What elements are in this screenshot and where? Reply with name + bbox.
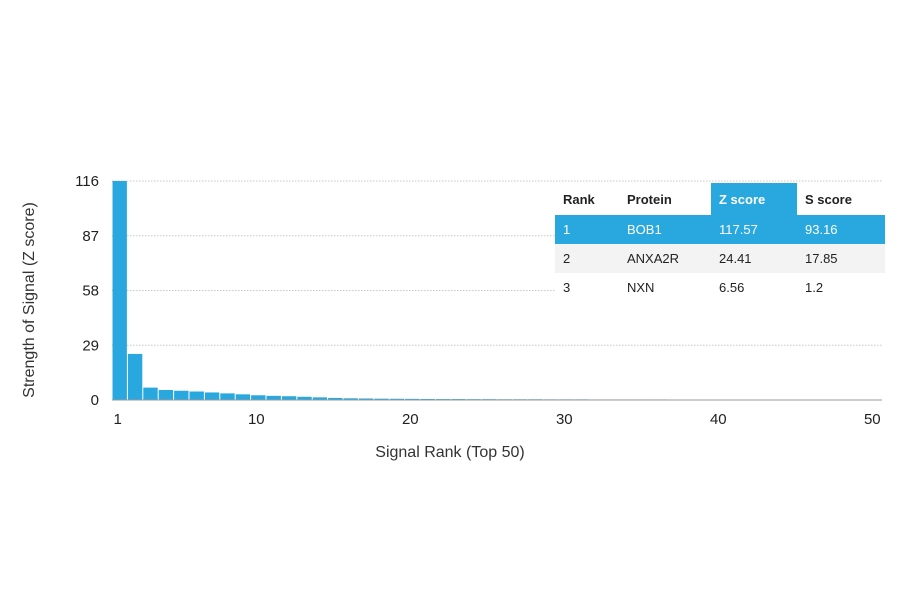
x-tick-label: 40 <box>710 411 727 428</box>
cell-rank: 3 <box>563 280 571 295</box>
y-axis-title: Strength of Signal (Z score) <box>21 202 38 398</box>
bar <box>189 391 204 400</box>
header-rank: Rank <box>563 191 595 207</box>
bar <box>420 398 435 400</box>
header-z-score: Z score <box>711 183 797 215</box>
bar <box>328 397 343 400</box>
bar <box>266 395 281 400</box>
x-tick-labels: 1 10 20 30 40 50 <box>114 411 881 428</box>
x-tick-label: 30 <box>556 411 573 428</box>
table-row: 1 BOB1 117.57 93.16 <box>555 215 885 244</box>
cell-rank: 1 <box>555 215 619 244</box>
x-tick-label: 10 <box>248 411 265 428</box>
x-tick-label: 20 <box>402 411 419 428</box>
cell-z-score: 24.41 <box>711 244 797 273</box>
x-tick-label: 1 <box>114 411 122 428</box>
bar <box>127 353 143 400</box>
header-s-score: S score <box>805 191 852 207</box>
table-header-row: Rank Protein Z score S score <box>555 183 885 215</box>
bar <box>389 398 405 400</box>
cell-protein: BOB1 <box>619 215 711 244</box>
bar <box>158 389 174 400</box>
bar <box>297 396 312 400</box>
y-tick-label: 116 <box>75 173 99 190</box>
bar <box>251 395 266 400</box>
y-tick-labels: 0 29 58 87 116 <box>75 173 99 409</box>
bar <box>312 397 328 400</box>
bar <box>374 398 389 400</box>
bar <box>174 390 189 400</box>
cell-z-score: 117.57 <box>711 215 797 244</box>
cell-protein: ANXA2R <box>619 244 711 273</box>
bar <box>143 387 158 400</box>
gridlines <box>112 180 882 346</box>
x-axis-title: Signal Rank (Top 50) <box>375 444 524 461</box>
bar <box>235 394 251 400</box>
cell-protein: NXN <box>627 280 655 295</box>
bar <box>343 398 358 400</box>
bar <box>358 398 374 400</box>
y-tick-label: 29 <box>82 337 99 354</box>
y-tick-label: 87 <box>82 228 99 245</box>
x-tick-label: 50 <box>864 411 881 428</box>
bar <box>405 398 420 400</box>
bar <box>204 392 220 400</box>
cell-s-score: 1.2 <box>805 280 824 295</box>
y-tick-label: 0 <box>91 392 99 409</box>
cell-s-score: 93.16 <box>797 215 885 244</box>
bar <box>112 181 127 400</box>
bar <box>281 396 297 400</box>
cell-rank: 2 <box>555 244 619 273</box>
table-row: 3 NXN 6.56 1.2 <box>555 273 885 302</box>
cell-s-score: 17.85 <box>797 244 885 273</box>
top-proteins-table: Rank Protein Z score S score 1 BOB1 117.… <box>555 183 885 302</box>
cell-z-score: 6.56 <box>719 280 745 295</box>
table-row: 2 ANXA2R 24.41 17.85 <box>555 244 885 273</box>
header-protein: Protein <box>627 191 672 207</box>
bar <box>220 393 235 400</box>
y-tick-label: 58 <box>82 283 99 300</box>
